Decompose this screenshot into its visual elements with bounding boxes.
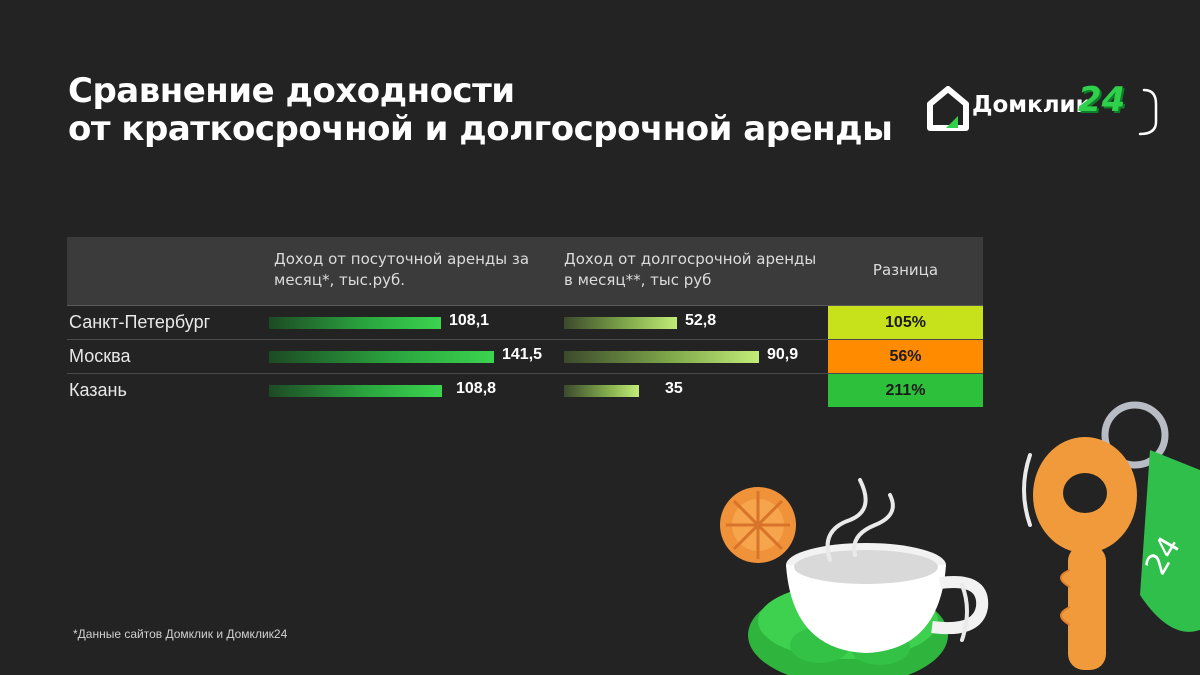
- steam-icon: [825, 478, 895, 562]
- footnote: *Данные сайтов Домклик и Домклик24: [73, 627, 288, 641]
- table-header: Доход от посуточной аренды за месяц*, ты…: [67, 237, 983, 306]
- bar-daily-income: [269, 385, 442, 397]
- bar-long-income: [564, 317, 677, 329]
- row-city-label: Санкт-Петербург: [69, 312, 211, 332]
- title-line-1: Сравнение доходности: [68, 71, 515, 111]
- logo-bracket-icon: [1138, 88, 1158, 136]
- difference-cell: 105%: [828, 306, 983, 339]
- title-line-2: от краткосрочной и долгосрочной аренды: [68, 109, 893, 149]
- value-daily-income: 108,8: [456, 380, 497, 397]
- comparison-table: Доход от посуточной аренды за месяц*, ты…: [67, 237, 983, 407]
- logo-text: Домклик: [972, 92, 1092, 118]
- page-title: Сравнение доходности от краткосрочной и …: [68, 71, 893, 149]
- value-daily-income: 141,5: [502, 346, 543, 363]
- bar-daily-income: [269, 317, 441, 329]
- bar-long-income: [564, 385, 639, 397]
- bar-long-income: [564, 351, 759, 363]
- table-row: Санкт-Петербург 108,1 52,8 105%: [67, 306, 983, 340]
- difference-cell: 211%: [828, 374, 983, 407]
- header-difference: Разница: [872, 261, 939, 279]
- house-logo-icon: [927, 86, 969, 131]
- row-city-label: Москва: [69, 346, 131, 366]
- value-long-income: 90,9: [767, 346, 799, 363]
- tea-cup-icon: [786, 543, 989, 653]
- decorative-illustration: 24: [720, 401, 1200, 675]
- bar-daily-income: [269, 351, 494, 363]
- cookie-icon: [720, 487, 796, 563]
- difference-cell: 56%: [828, 340, 983, 373]
- value-long-income: 52,8: [685, 312, 717, 329]
- table-row: Казань 108,8 35 211%: [67, 374, 983, 407]
- table-body: Санкт-Петербург 108,1 52,8 105% Москва 141,5 9…: [67, 306, 983, 407]
- logo-badge-24: 24: [1078, 80, 1126, 120]
- key-icon: 24: [1033, 401, 1200, 670]
- motion-lines-icon: [960, 453, 1032, 642]
- value-daily-income: 108,1: [449, 312, 490, 329]
- value-long-income: 35: [665, 380, 683, 397]
- domclick-logo: Домклик 24: [926, 80, 1162, 140]
- table-row: Москва 141,5 90,9 56%: [67, 340, 983, 374]
- row-city-label: Казань: [69, 380, 127, 400]
- header-long-income: Доход от долгосрочной аренды в месяц**, …: [564, 250, 817, 289]
- header-daily-income: Доход от посуточной аренды за месяц*, ты…: [274, 250, 530, 289]
